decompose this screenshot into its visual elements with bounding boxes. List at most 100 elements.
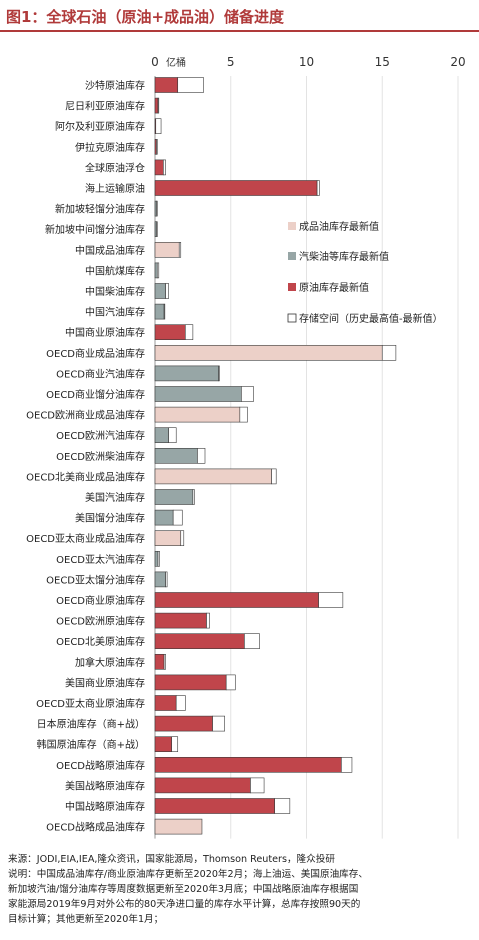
category-label: 美国战略原油库存 (65, 779, 145, 792)
category-label: 美国商业原油库存 (65, 676, 145, 689)
category-label: OECD北美原油库存 (56, 635, 145, 648)
bar-space (225, 674, 236, 691)
bar-space (178, 242, 182, 258)
category-label: OECD欧洲原油库存 (56, 615, 145, 628)
bar-latest (154, 303, 165, 320)
category-label: 新加坡中间馏分油库存 (45, 223, 145, 236)
category-label: OECD亚太馏分油库存 (46, 573, 145, 586)
note-line: 家能源局2019年9月对外公布的80天净进口量的库存水平计算，总库存按照90天的 (8, 899, 361, 910)
unit-label: 亿桶 (166, 56, 186, 69)
bar-latest (154, 365, 219, 382)
bar-space (197, 447, 206, 464)
category-label: 美国汽油库存 (85, 491, 145, 504)
bar-space (192, 489, 195, 505)
bar-space (171, 736, 179, 753)
bar-latest (154, 386, 242, 402)
note-line: 来源：JODI,EIA,IEA,隆众资讯，国家能源局，Thomson Reute… (8, 854, 335, 865)
bar-latest (154, 489, 194, 505)
bar-latest (154, 736, 172, 753)
bar-latest (154, 571, 166, 588)
x-tick-label: 5 (227, 55, 235, 69)
bar-latest (154, 97, 159, 114)
legend-label: 汽柴油等库存最新值 (299, 250, 389, 263)
bar-latest (154, 406, 241, 423)
bar-latest (154, 427, 169, 444)
title-divider (0, 30, 479, 32)
bar-space (163, 159, 166, 176)
bar-latest (154, 530, 182, 547)
x-tick-label: 10 (299, 55, 314, 69)
bar-latest (154, 468, 272, 485)
category-label: OECD北美商业成品油库存 (26, 470, 145, 483)
x-tick-label: 0 (151, 55, 159, 69)
category-label: 阿尔及利亚原油库存 (55, 120, 145, 133)
bar-space (157, 550, 160, 567)
bar-space (185, 324, 194, 341)
bar-latest (154, 674, 227, 691)
bar-space (271, 468, 277, 485)
page-title: 图1：全球石油（原油+成品油）储备进度 (6, 8, 285, 26)
bar-latest (154, 798, 275, 814)
bar-space (381, 344, 397, 361)
bar-space (156, 200, 158, 217)
category-label: 中国商业原油库存 (65, 326, 145, 339)
bar-space (165, 283, 169, 299)
category-label: OECD战略原油库存 (56, 759, 145, 772)
category-label: 中国成品油库存 (75, 244, 145, 257)
bar-space (172, 509, 183, 526)
legend-label: 存储空间（历史最高值-最新值） (299, 312, 443, 325)
bar-latest (154, 715, 213, 732)
legend-label: 成品油库存最新值 (299, 220, 379, 233)
category-label: 中国战略原油库存 (65, 800, 145, 813)
x-axis-tick-labels: 0 5 10 15 20 (151, 55, 465, 69)
bar-latest (154, 633, 245, 650)
x-tick-label: 20 (450, 55, 465, 69)
category-label: 加拿大原油库存 (75, 656, 145, 669)
bar-latest (154, 818, 203, 835)
legend-label: 原油库存最新值 (299, 281, 369, 294)
category-label: 海上运输原油 (85, 182, 145, 195)
bar-space (165, 571, 168, 588)
bar-latest (154, 77, 179, 93)
bar-space (341, 756, 353, 773)
category-label: OECD欧洲商业成品油库存 (26, 409, 145, 422)
note-line: 说明：中国成品油库存/商业原油库存更新至2020年2月；海上油运、美国原油库存、 (8, 869, 368, 880)
bar-space (250, 777, 265, 794)
legend-swatch (288, 222, 296, 230)
category-labels: 沙特原油库存尼日利亚原油库存阿尔及利亚原油库存伊拉克原油库存全球原油浮仓海上运输… (26, 79, 145, 834)
category-label: 尼日利亚原油库存 (65, 100, 145, 113)
category-label: 日本原油库存（商+战） (37, 718, 145, 731)
bar-space (239, 406, 248, 423)
x-tick-label: 15 (375, 55, 390, 69)
category-label: OECD亚太商业成品油库存 (26, 532, 145, 545)
bar-latest (154, 344, 383, 361)
category-label: 全球原油浮仓 (85, 161, 145, 174)
source-notes: 来源：JODI,EIA,IEA,隆众资讯，国家能源局，Thomson Reute… (8, 852, 474, 927)
bar-latest (154, 550, 159, 567)
bar-space (163, 653, 166, 670)
bar-latest (154, 242, 180, 258)
category-label: OECD战略成品油库存 (46, 821, 145, 834)
category-label: OECD商业原油库存 (56, 594, 145, 607)
bar-space (177, 77, 204, 93)
category-label: 中国汽油库存 (85, 306, 145, 319)
bar-latest (154, 509, 174, 526)
bar-latest (154, 159, 164, 176)
category-label: 新加坡轻馏分油库存 (55, 203, 145, 216)
stock-progress-chart: 0 5 10 15 20 亿桶 沙特原油库存尼日利亚原油库存阿尔及利亚原油库存伊拉克原油… (26, 55, 466, 839)
bar-latest (154, 653, 165, 670)
bar-space (206, 612, 210, 629)
category-label: 美国馏分油库存 (75, 512, 145, 525)
bar-space (241, 386, 254, 402)
bar-latest (154, 592, 319, 608)
bar-space (316, 180, 320, 196)
bar-space (180, 530, 185, 547)
category-label: 伊拉克原油库存 (75, 141, 145, 154)
bar-space (156, 139, 158, 155)
bar-space (318, 592, 344, 608)
category-label: 沙特原油库存 (85, 79, 145, 92)
bar-space (244, 633, 260, 650)
legend-swatch (288, 252, 296, 260)
legend-swatch (288, 283, 296, 291)
